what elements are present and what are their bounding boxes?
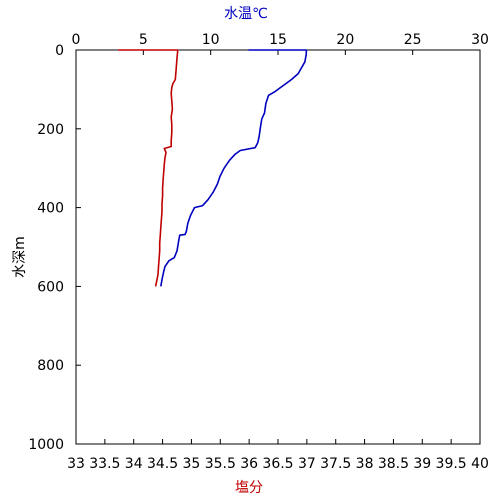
top-axis-ticks: 0 5 10 15 20 25 30: [72, 32, 489, 55]
bottom-axis-title: 塩分: [235, 480, 263, 496]
bottom-tick-label: 33.5: [89, 456, 120, 472]
top-tick-label: 15: [269, 32, 287, 48]
left-axis-title: 水深m: [12, 236, 28, 278]
bottom-tick-label: 40: [471, 456, 489, 472]
bottom-tick-label: 39.5: [436, 456, 467, 472]
salinity-line: [118, 49, 179, 287]
top-tick-label: 5: [139, 32, 148, 48]
left-tick-label: 1000: [28, 437, 64, 453]
bottom-tick-label: 39: [413, 456, 431, 472]
bottom-tick-label: 35.5: [205, 456, 236, 472]
bottom-tick-label: 37: [298, 456, 316, 472]
left-tick-label: 200: [37, 122, 64, 138]
top-tick-label: 25: [404, 32, 422, 48]
bottom-tick-label: 34: [125, 456, 143, 472]
top-tick-label: 0: [72, 32, 81, 48]
bottom-tick-label: 37.5: [320, 456, 351, 472]
bottom-tick-label: 34.5: [147, 456, 178, 472]
top-axis-title: 水温℃: [224, 6, 268, 22]
top-tick-label: 20: [336, 32, 354, 48]
bottom-tick-label: 38: [356, 456, 374, 472]
top-tick-label: 10: [202, 32, 220, 48]
left-tick-label: 0: [55, 43, 64, 59]
bottom-tick-label: 36: [240, 456, 258, 472]
bottom-tick-label: 36.5: [262, 456, 293, 472]
left-axis-ticks: 0 200 400 600 800 1000: [28, 43, 81, 453]
water-temperature-line: [160, 49, 308, 287]
left-tick-label: 800: [37, 358, 64, 374]
bottom-axis-ticks: 33 33.5 34 34.5 35 35.5 36 36.5 37 37.5 38 38.5 39 39…: [67, 439, 489, 472]
top-tick-label: 30: [471, 32, 489, 48]
bottom-tick-label: 33: [67, 456, 85, 472]
series-layer: [118, 49, 308, 287]
bottom-tick-label: 35: [183, 456, 201, 472]
left-tick-label: 600: [37, 279, 64, 295]
left-tick-label: 400: [37, 201, 64, 217]
bottom-tick-label: 38.5: [378, 456, 409, 472]
